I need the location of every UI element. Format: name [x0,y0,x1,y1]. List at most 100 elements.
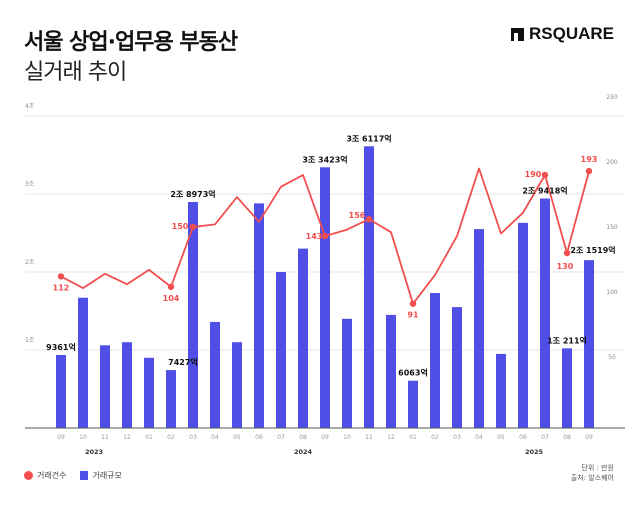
count-data-label: 104 [163,294,180,303]
bar-data-label: 3조 3423억 [302,154,347,164]
x-tick-label: 12 [123,434,131,441]
x-tick-label: 02 [431,434,439,441]
bar [144,357,154,428]
legend-label: 거래건수 [37,471,67,480]
right-axis-tick: 200 [606,159,618,166]
x-tick-label: 03 [453,434,461,441]
left-axis-tick: 4조 [25,103,35,110]
x-tick-label: 05 [233,434,241,441]
x-tick-label: 07 [541,434,549,441]
count-data-label: 91 [407,311,419,320]
right-axis-tick: 250 [606,94,618,101]
bar [78,297,88,428]
notes: 단위 : 만원 출처: 알스퀘어 [571,463,614,483]
legend-label: 거래규모 [92,471,122,480]
left-axis-tick: 2조 [25,259,35,266]
bar-data-label: 3조 6117억 [346,133,391,143]
count-point [167,283,175,290]
bar [320,167,330,428]
count-data-label: 150 [172,222,189,231]
x-tick-label: 01 [409,434,417,441]
bar [342,318,352,428]
bar [298,248,308,428]
bar [430,293,440,428]
rsquare-logo: RSQUARE [510,24,614,44]
count-data-label: 112 [53,283,70,292]
bar [496,353,506,428]
count-data-label: 130 [557,262,574,271]
bar [518,222,528,428]
bar-data-label: 1조 211억 [547,335,587,345]
x-tick-label: 01 [145,434,153,441]
year-label: 2023 [85,448,103,456]
right-axis-tick: 100 [606,289,618,296]
bar [452,307,462,428]
bar [386,314,396,428]
bar [232,342,242,428]
count-data-label: 156 [349,211,366,220]
bar-data-label: 2조 8973억 [170,189,215,199]
legend-item-count: 거래건수 [24,470,66,481]
count-data-label: 190 [525,170,542,179]
right-axis-tick: 150 [606,224,618,231]
bar [122,342,132,428]
count-point [365,216,373,223]
x-tick-label: 06 [255,434,263,441]
count-data-label: 143 [306,232,323,241]
x-tick-label: 10 [79,434,87,441]
unit-note: 단위 : 만원 [581,464,614,472]
x-tick-label: 09 [321,434,329,441]
bar-data-label: 2조 1519억 [570,245,615,255]
source-note: 출처: 알스퀘어 [570,474,614,482]
x-tick-label: 09 [57,434,65,441]
x-tick-label: 04 [475,434,483,441]
x-tick-label: 09 [585,434,593,441]
bar [584,260,594,428]
count-point [189,223,197,231]
left-axis-tick: 3조 [25,181,35,188]
bar-data-label: 9361억 [46,342,76,352]
left-axis-tick: 1조 [25,337,35,344]
bar [408,380,418,428]
logo-mark-icon [510,27,524,41]
bar [540,198,550,428]
x-tick-label: 07 [277,434,285,441]
chart-title: 서울 상업·업무용 부동산 [24,30,238,55]
bar-data-label: 2조 9418억 [522,186,567,196]
bar [254,203,264,428]
bar [474,229,484,428]
bar [210,321,220,428]
bar-data-label: 7427억 [168,357,198,367]
count-point [585,167,593,175]
x-tick-label: 11 [101,434,109,441]
bar [364,146,374,428]
count-point [541,171,549,179]
x-tick-label: 08 [299,434,307,441]
bar [56,354,66,428]
x-tick-label: 02 [167,434,175,441]
x-tick-label: 04 [211,434,219,441]
x-tick-label: 05 [497,434,505,441]
x-tick-label: 03 [189,434,197,441]
x-tick-label: 12 [387,434,395,441]
bar [188,202,198,428]
year-label: 2024 [294,448,313,456]
x-tick-label: 11 [365,434,373,441]
legend: 거래건수 거래규모 [24,470,122,481]
legend-circle-icon [24,471,33,480]
logo-text: RSQUARE [528,24,614,43]
bar [562,348,572,428]
year-label: 2025 [525,448,544,456]
legend-item-volume: 거래규모 [80,470,122,481]
bar [166,370,176,428]
bar-data-label: 6063억 [398,368,428,378]
legend-square-icon [80,471,89,480]
count-point [409,300,417,307]
count-point [563,249,571,257]
bar [276,272,286,428]
count-data-label: 193 [581,155,598,164]
chart-subtitle: 실거래 추이 [24,60,127,85]
count-point [321,232,329,240]
right-axis-tick: 50 [608,354,616,361]
